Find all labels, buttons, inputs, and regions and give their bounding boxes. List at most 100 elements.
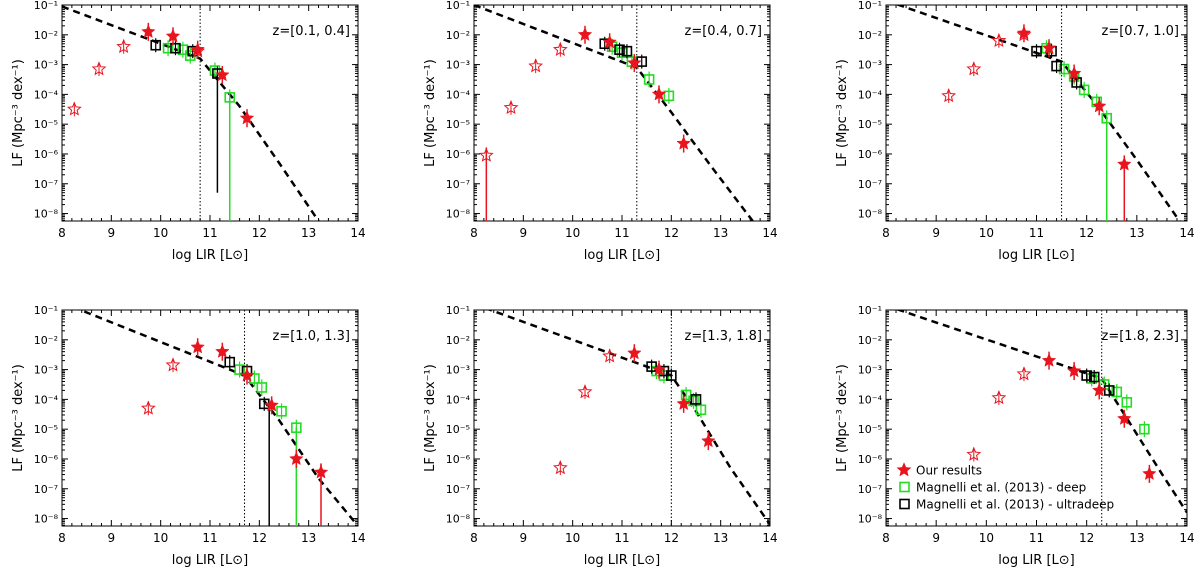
y-tick-label: 10⁻³ xyxy=(446,364,470,377)
data-layer xyxy=(474,5,754,221)
x-tick-label: 14 xyxy=(1179,531,1194,545)
ours-open-star xyxy=(91,61,107,76)
deep-point xyxy=(1101,112,1113,124)
ours-point xyxy=(1116,156,1132,171)
panel-title: z=[1.3, 1.8] xyxy=(685,329,762,344)
x-tick-label: 14 xyxy=(762,226,777,240)
y-tick-label: 10⁻³ xyxy=(34,59,58,72)
legend-label: Our results xyxy=(916,464,982,478)
ultradeep-point xyxy=(1031,45,1042,57)
y-tick-label: 10⁻⁷ xyxy=(446,483,470,496)
y-tick-label: 10⁻² xyxy=(34,334,58,347)
x-tick-label: 14 xyxy=(350,226,365,240)
data-layer xyxy=(486,310,770,526)
ours-point xyxy=(701,433,716,448)
y-tick-label: 10⁻⁷ xyxy=(858,178,882,191)
x-tick-label: 8 xyxy=(882,531,890,545)
x-tick-label: 11 xyxy=(1029,531,1044,545)
ours-open-star xyxy=(602,348,618,363)
ours-point xyxy=(1066,65,1082,80)
ultradeep-point xyxy=(646,361,657,372)
x-tick-label: 11 xyxy=(202,226,217,240)
deep-point xyxy=(256,382,268,393)
x-tick-label: 13 xyxy=(713,226,728,240)
x-tick-label: 8 xyxy=(58,226,66,240)
x-tick-label: 14 xyxy=(350,531,365,545)
deep-point xyxy=(276,405,287,417)
y-tick-label: 10⁻² xyxy=(446,334,470,347)
panel-title: z=[0.4, 0.7] xyxy=(685,24,762,39)
data-layer xyxy=(895,310,1187,526)
ours-open-star xyxy=(140,400,156,415)
ours-open-star xyxy=(116,38,132,54)
y-tick-label: 10⁻⁶ xyxy=(34,453,59,466)
y-axis-label: LF (Mpc⁻³ dex⁻¹) xyxy=(11,364,26,472)
x-tick-label: 10 xyxy=(979,226,994,240)
ours-open-star xyxy=(66,101,82,116)
legend-square-icon xyxy=(899,481,910,493)
ours-point xyxy=(1142,466,1157,481)
data-layer xyxy=(62,5,320,221)
x-tick-label: 9 xyxy=(520,226,528,240)
x-axis-label: log LIR [L⊙] xyxy=(172,553,248,568)
deep-point xyxy=(209,65,221,76)
ours-point xyxy=(627,55,642,70)
deep-point xyxy=(291,422,302,433)
x-tick-label: 13 xyxy=(1129,226,1144,240)
deep-point xyxy=(680,389,692,401)
ours-point xyxy=(1041,352,1057,367)
ultradeep-point xyxy=(1088,371,1100,383)
y-tick-label: 10⁻⁶ xyxy=(858,148,883,161)
ours-open-star xyxy=(966,61,982,76)
ours-point xyxy=(1116,411,1132,425)
x-tick-label: 11 xyxy=(614,226,629,240)
legend-star-icon xyxy=(896,462,912,477)
deep-point xyxy=(695,404,707,416)
ours-open-star xyxy=(552,41,568,56)
x-tick-label: 8 xyxy=(58,531,66,545)
x-tick-label: 14 xyxy=(1179,226,1194,240)
x-tick-label: 13 xyxy=(713,531,728,545)
x-tick-label: 13 xyxy=(301,531,316,545)
ours-point xyxy=(627,345,642,360)
y-axis-label: LF (Mpc⁻³ dex⁻¹) xyxy=(11,59,26,167)
ours-point xyxy=(1066,363,1082,378)
y-tick-label: 10⁻⁸ xyxy=(446,513,471,526)
x-axis-label: log LIR [L⊙] xyxy=(998,248,1074,263)
ours-point xyxy=(239,110,255,125)
x-axis-label: log LIR [L⊙] xyxy=(172,248,248,263)
ours-open-star xyxy=(528,58,544,73)
y-tick-label: 10⁻⁵ xyxy=(34,423,58,436)
x-tick-label: 9 xyxy=(108,531,116,545)
x-tick-label: 12 xyxy=(252,531,267,545)
y-tick-label: 10⁻⁸ xyxy=(34,208,59,221)
y-tick-label: 10⁻⁵ xyxy=(446,423,470,436)
y-tick-label: 10⁻¹ xyxy=(858,304,882,317)
x-tick-label: 12 xyxy=(1079,531,1094,545)
deep-point xyxy=(663,90,675,102)
y-tick-label: 10⁻¹ xyxy=(858,0,882,12)
ultradeep-point xyxy=(1081,370,1092,381)
legend-square-icon xyxy=(899,498,910,510)
ours-point xyxy=(1091,98,1107,113)
ultradeep-point xyxy=(621,45,633,57)
y-tick-label: 10⁻⁶ xyxy=(858,453,883,466)
deep-point xyxy=(177,44,189,55)
y-axis-label: LF (Mpc⁻³ dex⁻¹) xyxy=(423,59,438,167)
x-axis-label: log LIR [L⊙] xyxy=(584,553,660,568)
ours-open-star xyxy=(552,460,568,475)
x-tick-label: 13 xyxy=(301,226,316,240)
legend: Our results Magnelli et al. (2013) - deep… xyxy=(896,462,1114,512)
y-tick-label: 10⁻¹ xyxy=(34,0,58,12)
x-tick-label: 14 xyxy=(762,531,777,545)
y-tick-label: 10⁻² xyxy=(446,29,470,42)
ultradeep-point xyxy=(1103,385,1115,396)
ours-point xyxy=(577,27,593,42)
x-axis-label: log LIR [L⊙] xyxy=(584,248,660,263)
ours-point xyxy=(651,86,667,101)
ours-point xyxy=(313,464,329,479)
ours-open-star xyxy=(991,32,1007,48)
data-layer xyxy=(77,310,358,526)
deep-point xyxy=(1121,397,1133,408)
ours-point xyxy=(239,367,255,382)
